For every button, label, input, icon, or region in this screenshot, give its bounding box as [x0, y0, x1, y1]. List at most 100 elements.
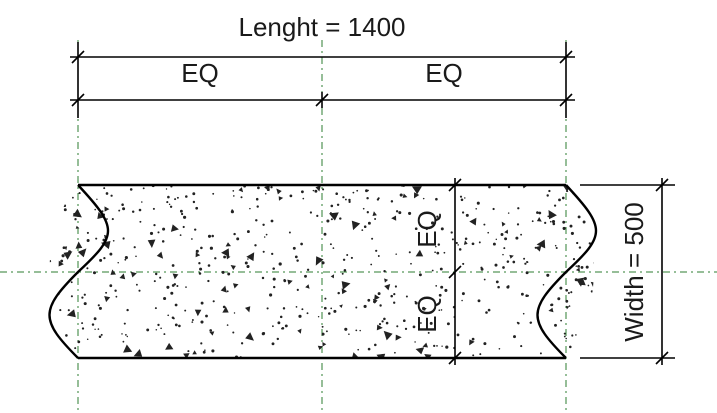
concrete-speck — [56, 347, 59, 351]
concrete-speck — [376, 353, 386, 358]
concrete-speck — [339, 304, 343, 308]
concrete-speck — [592, 262, 594, 271]
concrete-speck — [378, 323, 382, 326]
concrete-speck — [179, 209, 183, 213]
concrete-speck — [51, 345, 55, 349]
concrete-speck — [50, 351, 54, 355]
concrete-speck — [436, 251, 440, 255]
concrete-speck — [170, 224, 179, 232]
concrete-speck — [211, 349, 215, 353]
concrete-speck — [446, 322, 450, 326]
concrete-speck — [321, 325, 324, 328]
concrete-speck — [575, 267, 580, 272]
concrete-speck — [420, 322, 422, 324]
length-label: Lenght = 1400 — [239, 12, 406, 42]
concrete-speck — [211, 234, 214, 238]
concrete-speck — [355, 329, 358, 332]
concrete-speck — [321, 332, 325, 336]
concrete-speck — [187, 350, 190, 353]
concrete-speck — [329, 212, 339, 221]
concrete-speck — [374, 343, 377, 347]
concrete-speck — [323, 232, 327, 236]
concrete-speck — [65, 334, 68, 337]
concrete-speck — [522, 312, 525, 315]
concrete-speck — [153, 223, 156, 227]
concrete-speck — [166, 285, 170, 289]
concrete-speck — [300, 242, 303, 246]
concrete-speck — [100, 333, 103, 336]
concrete-speck — [557, 297, 561, 301]
concrete-speck — [167, 195, 170, 199]
concrete-speck — [516, 321, 519, 324]
concrete-speck — [86, 267, 89, 270]
concrete-speck — [230, 210, 234, 214]
concrete-speck — [209, 331, 215, 336]
concrete-speck — [297, 328, 302, 334]
concrete-speck — [50, 194, 57, 202]
concrete-speck — [503, 247, 506, 250]
concrete-speck — [212, 300, 215, 303]
concrete-speck — [377, 292, 381, 296]
concrete-speck — [330, 307, 333, 310]
concrete-speck — [204, 349, 206, 351]
concrete-speck — [585, 265, 589, 269]
concrete-speck — [294, 255, 298, 259]
concrete-speck — [438, 309, 441, 312]
concrete-speck — [317, 345, 323, 350]
concrete-speck — [350, 256, 353, 259]
concrete-speck — [231, 209, 233, 211]
concrete-speck — [202, 350, 206, 354]
concrete-speck — [483, 223, 486, 226]
concrete-speck — [81, 322, 84, 325]
concrete-speck — [414, 227, 418, 231]
concrete-speck — [444, 288, 448, 292]
concrete-speck — [298, 314, 302, 318]
length-dimension: Lenght = 1400 — [70, 12, 575, 118]
concrete-speck — [40, 202, 43, 205]
concrete-speck — [459, 195, 463, 198]
concrete-speck — [114, 289, 117, 292]
concrete-speck — [436, 345, 438, 347]
concrete-speck — [105, 192, 109, 195]
concrete-speck — [363, 304, 367, 308]
concrete-speck — [91, 323, 95, 326]
concrete-speck — [408, 251, 411, 254]
concrete-speck — [440, 285, 444, 289]
concrete-speck — [549, 220, 552, 223]
concrete-speck — [339, 217, 342, 220]
concrete-speck — [183, 215, 187, 219]
concrete-speck — [460, 198, 464, 202]
concrete-speck — [39, 276, 42, 279]
concrete-speck — [461, 299, 463, 302]
concrete-speck — [162, 227, 166, 231]
concrete-speck — [422, 197, 425, 200]
concrete-speck — [103, 256, 106, 260]
concrete-speck — [462, 262, 465, 265]
concrete-speck — [207, 279, 210, 283]
width-tick-top — [655, 178, 669, 192]
concrete-speck — [222, 305, 226, 309]
concrete-speck — [464, 197, 466, 199]
concrete-speck — [590, 198, 594, 202]
concrete-speck — [592, 299, 594, 305]
concrete-speck — [292, 246, 296, 250]
concrete-speck — [75, 225, 80, 229]
concrete-speck — [402, 319, 406, 323]
concrete-speck — [302, 197, 305, 200]
concrete-speck — [60, 259, 64, 263]
concrete-speck — [124, 333, 127, 336]
concrete-speck — [109, 252, 113, 256]
concrete-speck — [55, 327, 59, 331]
concrete-speck — [330, 212, 332, 214]
concrete-speck — [42, 354, 44, 356]
concrete-speck — [63, 246, 68, 251]
concrete-speck — [440, 309, 443, 311]
concrete-speck — [146, 328, 150, 332]
concrete-speck — [220, 285, 227, 293]
concrete-speck — [49, 340, 51, 343]
concrete-speck — [501, 221, 506, 227]
concrete-speck — [371, 237, 374, 240]
concrete-speck — [565, 288, 569, 292]
concrete-speck — [377, 255, 380, 257]
concrete-speck — [149, 231, 154, 235]
